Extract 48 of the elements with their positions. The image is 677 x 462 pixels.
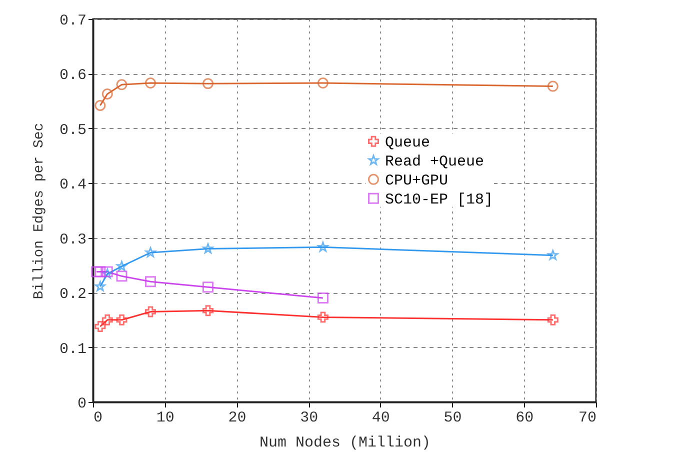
point — [548, 250, 558, 260]
point — [94, 321, 106, 332]
x-tick-label: 40 — [372, 410, 390, 426]
x-axis-title: Num Nodes (Million) — [259, 434, 431, 452]
point — [202, 282, 214, 293]
y-tick-label: 0.5 — [59, 122, 86, 139]
point — [144, 306, 156, 318]
point — [94, 281, 106, 292]
point — [202, 243, 214, 254]
x-tick-label: 10 — [156, 410, 174, 426]
y-tick-label: 0.1 — [59, 340, 86, 358]
y-tick-label: 0.6 — [59, 67, 86, 84]
point — [102, 88, 113, 100]
point — [116, 270, 128, 282]
point — [317, 312, 328, 323]
point — [102, 314, 113, 326]
point — [144, 276, 156, 288]
point — [116, 260, 127, 271]
y-tick-label: 0 — [77, 396, 86, 412]
point — [91, 266, 102, 278]
y-axis-title: Billion Edges per Sec — [31, 122, 48, 300]
legend-label: Queue — [385, 134, 430, 152]
y-tick-label: 0.7 — [59, 12, 86, 30]
legend-label: Read +Queue — [385, 153, 484, 170]
y-tick-label: 0.3 — [59, 231, 86, 248]
y-tick-label: 0.2 — [59, 286, 86, 304]
point — [547, 80, 558, 92]
point — [145, 247, 156, 258]
point — [94, 100, 106, 111]
point — [317, 292, 328, 304]
point — [317, 78, 328, 88]
legend-label: SC10-EP [18] — [385, 191, 494, 208]
legend-label: CPU+GPU — [385, 172, 448, 190]
x-tick-label: 70 — [578, 410, 596, 426]
x-tick-label: 0 — [94, 410, 103, 426]
x-tick-label: 60 — [516, 410, 534, 426]
x-tick-label: 30 — [300, 410, 318, 426]
point — [318, 242, 328, 252]
point — [202, 78, 214, 90]
point — [202, 305, 214, 316]
point — [144, 78, 156, 88]
point — [94, 266, 106, 278]
point — [116, 79, 128, 90]
point — [547, 314, 558, 326]
y-tick-label: 0.4 — [59, 176, 86, 194]
x-tick-label: 50 — [444, 410, 462, 426]
x-tick-label: 20 — [228, 410, 246, 426]
point — [116, 314, 128, 326]
